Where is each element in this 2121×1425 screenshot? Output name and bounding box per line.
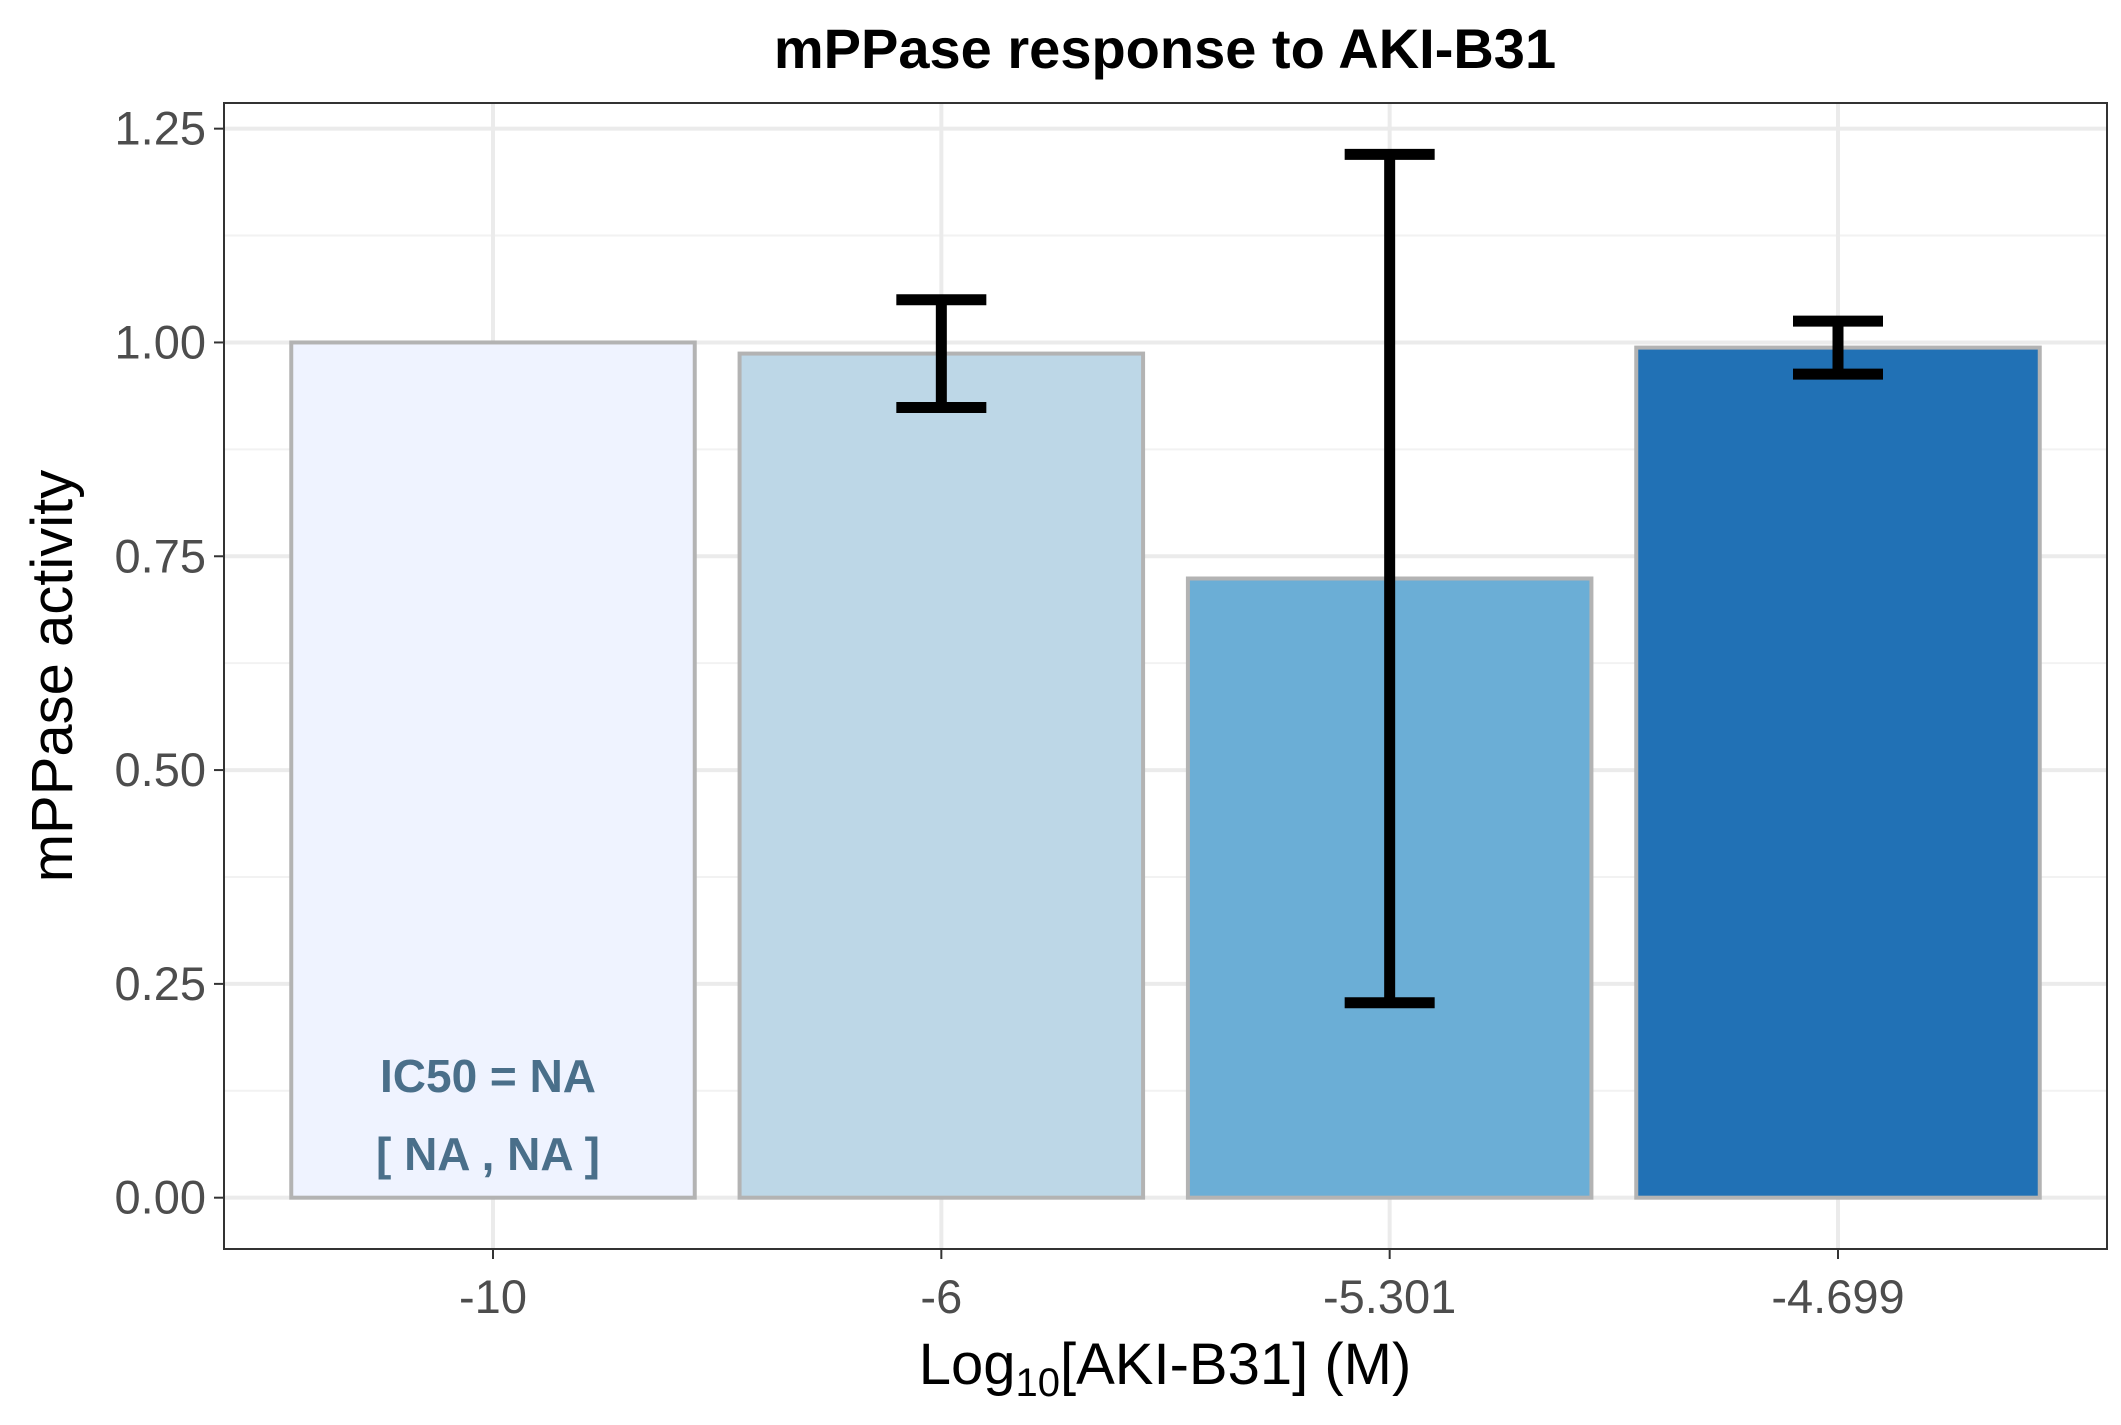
error-bars (896, 148, 1883, 1009)
ic50-annotation-line1: IC50 = NA (380, 1050, 596, 1102)
y-axis: 0.00 0.25 0.50 0.75 1.00 1.25 (115, 102, 224, 1224)
x-axis-title-suffix: [AKI-B31] (M) (1060, 1332, 1411, 1397)
x-axis: -10 -6 -5.301 -4.699 (459, 1249, 1905, 1323)
y-tick-label: 0.75 (115, 529, 206, 582)
bars (289, 340, 2042, 1200)
plot-panel-border (223, 102, 2108, 1250)
y-axis-title: mPPase activity (20, 470, 85, 883)
x-axis-title-subscript: 10 (1015, 1361, 1060, 1405)
bar (1634, 345, 2042, 1200)
bar (737, 351, 1146, 1200)
x-tick-label: -5.301 (1323, 1270, 1456, 1323)
y-tick-label: 1.25 (115, 102, 206, 155)
y-tick-label: 0.25 (115, 957, 206, 1010)
x-tick-label: -6 (920, 1270, 962, 1323)
y-tick-label: 0.50 (115, 743, 206, 796)
y-tick-label: 0.00 (115, 1171, 206, 1224)
bar (289, 340, 697, 1200)
chart-title: mPPase response to AKI-B31 (774, 17, 1556, 80)
x-axis-title-prefix: Log (919, 1332, 1016, 1397)
ic50-annotation-line2: [ NA , NA ] (376, 1128, 600, 1180)
y-tick-label: 1.00 (115, 315, 206, 368)
x-axis-title: Log10[AKI-B31] (M) (919, 1332, 1412, 1405)
x-tick-label: -4.699 (1771, 1270, 1904, 1323)
x-tick-label: -10 (459, 1270, 527, 1323)
